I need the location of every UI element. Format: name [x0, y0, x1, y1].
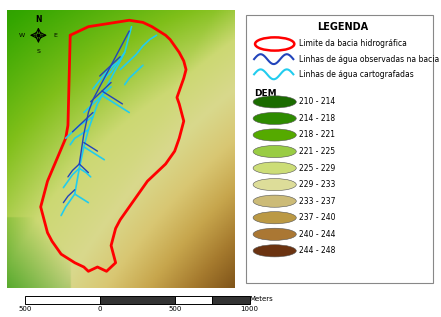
Text: 214 - 218: 214 - 218 [299, 114, 335, 123]
Text: LEGENDA: LEGENDA [317, 22, 368, 32]
Bar [100, 296, 175, 304]
Text: N: N [35, 15, 41, 24]
Ellipse shape [253, 228, 296, 240]
Text: 210 - 214: 210 - 214 [299, 97, 336, 107]
Bar [25, 296, 100, 304]
Ellipse shape [253, 96, 296, 108]
Text: Meters: Meters [250, 296, 273, 302]
Text: W: W [19, 33, 24, 38]
Text: DEM: DEM [254, 89, 277, 99]
Ellipse shape [253, 178, 296, 191]
Bar [175, 296, 212, 304]
Ellipse shape [253, 245, 296, 257]
Text: 0: 0 [98, 306, 102, 312]
Text: 237 - 240: 237 - 240 [299, 213, 336, 222]
Ellipse shape [253, 113, 296, 125]
Text: 1000: 1000 [241, 306, 258, 312]
Text: Linhas de água cartografadas: Linhas de água cartografadas [299, 70, 414, 79]
Text: S: S [37, 49, 40, 54]
Ellipse shape [253, 129, 296, 141]
Ellipse shape [253, 195, 296, 207]
Text: 229 - 233: 229 - 233 [299, 180, 336, 189]
Ellipse shape [253, 146, 296, 158]
Text: 233 - 237: 233 - 237 [299, 197, 336, 206]
FancyBboxPatch shape [246, 15, 433, 282]
Text: 500: 500 [168, 306, 182, 312]
Text: 240 - 244: 240 - 244 [299, 230, 336, 239]
Text: 225 - 229: 225 - 229 [299, 164, 336, 172]
Text: 221 - 225: 221 - 225 [299, 147, 335, 156]
Ellipse shape [253, 162, 296, 174]
Ellipse shape [253, 212, 296, 224]
Text: Linhas de água observadas na bacia: Linhas de água observadas na bacia [299, 55, 440, 64]
Text: Limite da bacia hidrográfica: Limite da bacia hidrográfica [299, 40, 407, 49]
Text: E: E [53, 33, 57, 38]
Text: 218 - 221: 218 - 221 [299, 131, 335, 139]
Bar [212, 296, 250, 304]
Text: 500: 500 [19, 306, 32, 312]
Text: 244 - 248: 244 - 248 [299, 246, 336, 255]
